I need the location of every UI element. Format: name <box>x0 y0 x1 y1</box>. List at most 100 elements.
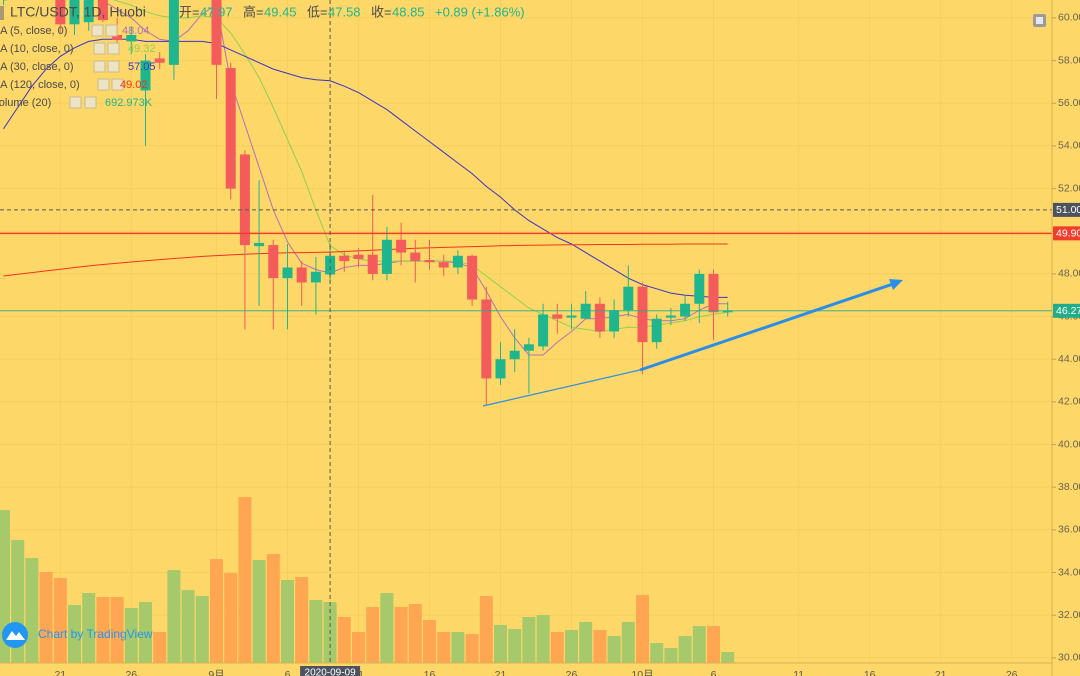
crosshair-date-tag <box>300 666 361 676</box>
indicator-value: 49.32 <box>128 43 156 55</box>
candle-body <box>623 286 634 311</box>
crosshair-price-tag <box>1053 202 1080 217</box>
axes: 30.00 32.00 34.00 36.00 38.00 40.00 42.00 44.00… <box>54 12 1080 676</box>
legend: LTC/USDT, 1D, Huobi 开= 47.97 高= 49.45 低= 47.58… <box>0 4 525 109</box>
x-tick-label: 6 <box>285 669 291 676</box>
y-tick-label: 38.00 <box>1058 481 1080 493</box>
candle-body <box>438 262 449 268</box>
candle-body <box>225 68 236 189</box>
y-tick-label: 60.00 <box>1058 12 1080 24</box>
indicator-icon <box>107 42 120 55</box>
volume-bar <box>82 593 96 663</box>
ohlc-value: 47.97 <box>200 4 233 19</box>
candle-body <box>580 303 591 319</box>
candle-body <box>69 0 80 25</box>
volume-bar <box>366 607 380 663</box>
symbol-icon <box>0 6 4 20</box>
chart-title: LTC/USDT, 1D, Huobi <box>10 4 146 20</box>
x-tick-label: 11 <box>793 669 804 676</box>
candle-body <box>239 154 250 246</box>
candle-body <box>566 315 577 318</box>
volume-bar <box>692 626 706 663</box>
candle-body <box>609 310 620 332</box>
ohlc-label: 开= <box>179 4 200 19</box>
price-tag <box>1053 303 1080 318</box>
volume-bar <box>266 554 280 663</box>
indicator-icon <box>93 42 106 55</box>
candle-body <box>651 318 662 343</box>
candle-body <box>211 0 222 65</box>
x-tick-label: 21 <box>935 669 947 676</box>
indicator-name: Volume (20) <box>0 97 51 109</box>
volume-bar <box>550 632 564 663</box>
candle-body <box>310 271 321 283</box>
volume-bar <box>707 626 720 663</box>
volume-bar <box>195 596 209 663</box>
candle-body <box>55 0 66 25</box>
volume-bar <box>53 577 67 663</box>
ohlc-label: 收= <box>371 4 392 19</box>
ohlc-value: 47.58 <box>328 4 361 19</box>
volume-bar <box>451 632 465 663</box>
volume-bar <box>565 630 578 663</box>
indicator-icon <box>69 96 82 109</box>
indicator-name: MA (10, close, 0) <box>0 43 74 55</box>
y-tick-label: 34.00 <box>1058 566 1080 578</box>
x-tick-label: 26 <box>125 669 137 676</box>
volume-bar <box>224 573 238 663</box>
candle-body <box>367 254 378 274</box>
volume-bar <box>181 590 195 663</box>
candle-body <box>325 255 336 275</box>
candle-body <box>296 267 307 283</box>
y-tick-label: 42.00 <box>1058 396 1080 408</box>
candle-body <box>154 58 165 63</box>
arrow-head <box>889 279 903 290</box>
ma-line <box>100 0 728 356</box>
x-tick-label: 26 <box>1006 669 1018 676</box>
volume-bar <box>479 596 493 663</box>
volume-bar <box>579 621 593 663</box>
volume-bar <box>96 597 110 663</box>
volume-bar <box>153 632 167 663</box>
volume-bar <box>238 497 252 663</box>
volume-bar <box>494 624 507 663</box>
indicator-name: MA (30, close, 0) <box>0 61 74 73</box>
y-tick-label: 54.00 <box>1058 140 1080 152</box>
volume-bar <box>536 615 550 663</box>
candle-body <box>112 34 123 40</box>
volume-bar <box>25 558 39 663</box>
candle-body <box>708 273 719 313</box>
candle-body <box>722 310 733 313</box>
x-tick-label: 10月 <box>631 669 653 676</box>
volume-bar <box>309 599 323 663</box>
crosshair-price-label: 51.00 <box>1056 204 1080 216</box>
volume-bar <box>437 632 451 663</box>
volume-bar <box>508 629 522 663</box>
candle-body <box>452 255 463 268</box>
indicator-icon <box>107 60 120 73</box>
candle-body <box>467 255 478 300</box>
price-tag-label: 49.90 <box>1056 228 1080 240</box>
candle-body <box>97 0 108 21</box>
candle-body <box>410 252 421 262</box>
volume-bar <box>408 604 422 663</box>
y-tick-label: 36.00 <box>1058 524 1080 536</box>
candle-body <box>481 299 492 379</box>
x-tick-label: 26 <box>566 669 578 676</box>
candle-body <box>168 0 179 65</box>
ohlc-value: 48.85 <box>392 4 425 19</box>
indicator-icon <box>93 60 106 73</box>
candle-body <box>254 242 265 247</box>
volume-bar <box>394 607 408 663</box>
price-tag-label: 46.27 <box>1056 305 1080 317</box>
volume-bar <box>636 595 649 663</box>
volume-bar <box>522 616 536 663</box>
volume-bar <box>139 602 152 663</box>
candle-body <box>538 314 549 347</box>
y-tick-label: 30.00 <box>1058 652 1080 664</box>
candles <box>3 0 733 406</box>
price-tag <box>1053 226 1080 241</box>
overlays <box>0 0 1052 663</box>
candle-body <box>424 260 435 263</box>
